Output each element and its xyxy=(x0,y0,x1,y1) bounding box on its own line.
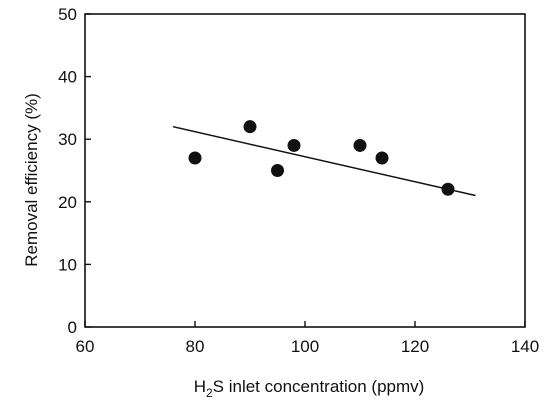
x-tick-label: 140 xyxy=(511,337,539,356)
y-tick-label: 30 xyxy=(58,130,77,149)
data-points xyxy=(188,120,455,196)
y-tick-label: 0 xyxy=(68,318,77,337)
data-point xyxy=(441,182,455,196)
data-point xyxy=(243,120,257,134)
data-point xyxy=(375,151,389,165)
y-axis-title: Removal efficiency (%) xyxy=(22,93,41,267)
y-tick-label: 20 xyxy=(58,193,77,212)
trendline xyxy=(172,125,476,197)
plot-border xyxy=(84,13,526,328)
plot-frame xyxy=(84,13,526,328)
x-axis-title: H2S inlet concentration (ppmv) xyxy=(194,377,425,400)
x-tick-label: 120 xyxy=(401,337,429,356)
y-tick-label: 10 xyxy=(58,255,77,274)
data-point xyxy=(188,151,202,165)
x-tick-label: 80 xyxy=(186,337,205,356)
trendline-layer xyxy=(172,125,476,197)
y-tick-label: 40 xyxy=(58,68,77,87)
y-tick-label: 50 xyxy=(58,5,77,24)
x-tick-label: 60 xyxy=(76,337,95,356)
axis-ticks: 60 80 100 120 140 0 10 20 30 40 50 xyxy=(58,5,539,356)
data-point xyxy=(271,164,284,177)
x-tick-label: 100 xyxy=(291,337,319,356)
data-point xyxy=(353,138,367,152)
data-point xyxy=(287,138,301,152)
